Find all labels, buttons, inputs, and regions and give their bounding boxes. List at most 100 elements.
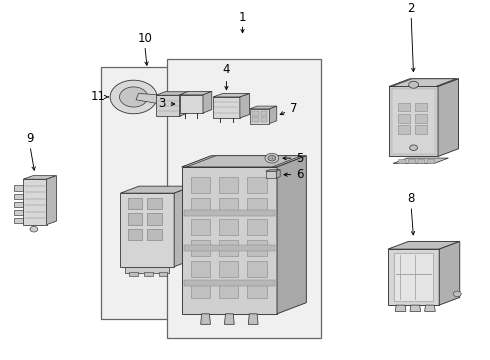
Polygon shape: [250, 109, 270, 123]
Bar: [247, 177, 267, 193]
Polygon shape: [125, 267, 169, 273]
Bar: [247, 240, 267, 256]
Polygon shape: [277, 156, 306, 314]
Polygon shape: [395, 305, 406, 311]
Circle shape: [409, 81, 418, 88]
Polygon shape: [213, 97, 240, 118]
Bar: [392, 89, 435, 154]
Polygon shape: [266, 170, 280, 171]
Polygon shape: [23, 179, 47, 225]
Bar: [128, 213, 143, 225]
Bar: [219, 240, 239, 256]
Bar: [417, 159, 424, 163]
Bar: [247, 261, 267, 277]
Text: 6: 6: [284, 168, 304, 181]
Polygon shape: [14, 185, 23, 191]
Polygon shape: [121, 186, 193, 193]
Text: 3: 3: [158, 98, 175, 111]
Bar: [391, 87, 437, 156]
Text: 9: 9: [26, 132, 34, 145]
Bar: [191, 198, 210, 214]
Bar: [129, 272, 138, 276]
Bar: [147, 213, 162, 225]
Bar: [219, 261, 239, 277]
Bar: [261, 117, 267, 122]
Polygon shape: [47, 176, 56, 225]
Bar: [147, 229, 162, 240]
Text: 1: 1: [239, 10, 246, 23]
Text: 11: 11: [91, 90, 108, 103]
Text: 8: 8: [408, 192, 415, 206]
Bar: [252, 111, 259, 116]
Polygon shape: [389, 86, 438, 157]
Polygon shape: [14, 194, 23, 199]
Polygon shape: [248, 314, 258, 324]
Polygon shape: [266, 171, 276, 178]
Polygon shape: [156, 95, 179, 116]
Polygon shape: [213, 94, 249, 97]
Polygon shape: [224, 314, 234, 324]
Text: 4: 4: [222, 63, 230, 90]
Bar: [247, 198, 267, 214]
Bar: [398, 103, 410, 111]
Bar: [415, 114, 427, 122]
Polygon shape: [439, 242, 460, 305]
Circle shape: [265, 153, 279, 163]
Bar: [191, 282, 210, 298]
Polygon shape: [179, 95, 203, 113]
Bar: [101, 67, 211, 319]
Bar: [167, 59, 321, 338]
Polygon shape: [389, 79, 459, 86]
Bar: [219, 219, 239, 235]
Bar: [408, 159, 415, 163]
Polygon shape: [121, 193, 174, 267]
Bar: [159, 272, 167, 276]
Bar: [247, 282, 267, 298]
Polygon shape: [388, 249, 439, 305]
Bar: [219, 198, 239, 214]
Bar: [398, 159, 405, 163]
Polygon shape: [424, 305, 435, 311]
Circle shape: [120, 87, 147, 107]
Bar: [191, 240, 210, 256]
Text: 5: 5: [283, 152, 304, 165]
Bar: [144, 272, 153, 276]
Polygon shape: [201, 314, 210, 324]
Circle shape: [453, 291, 461, 297]
Bar: [247, 219, 267, 235]
Circle shape: [110, 80, 157, 114]
Circle shape: [30, 226, 38, 232]
Bar: [191, 177, 210, 193]
Polygon shape: [184, 210, 274, 216]
Polygon shape: [392, 79, 456, 86]
Circle shape: [268, 156, 276, 161]
Bar: [252, 117, 259, 122]
Polygon shape: [184, 280, 274, 286]
Polygon shape: [187, 156, 301, 167]
Text: 2: 2: [407, 2, 415, 15]
Polygon shape: [388, 242, 460, 249]
Polygon shape: [179, 92, 188, 116]
Bar: [261, 111, 267, 116]
Polygon shape: [250, 106, 277, 109]
Polygon shape: [438, 79, 459, 157]
Polygon shape: [276, 170, 280, 178]
Bar: [191, 219, 210, 235]
Polygon shape: [14, 202, 23, 207]
Text: 7: 7: [280, 102, 297, 115]
Polygon shape: [240, 94, 249, 118]
Polygon shape: [14, 218, 23, 223]
Polygon shape: [182, 167, 277, 314]
Circle shape: [410, 145, 417, 150]
Bar: [128, 229, 143, 240]
Polygon shape: [410, 305, 420, 311]
Polygon shape: [156, 92, 188, 95]
Bar: [191, 261, 210, 277]
Bar: [147, 198, 162, 209]
Bar: [128, 198, 143, 209]
Polygon shape: [203, 91, 212, 113]
Polygon shape: [136, 94, 165, 104]
Polygon shape: [394, 253, 433, 301]
Text: 10: 10: [137, 32, 152, 45]
Polygon shape: [14, 210, 23, 215]
